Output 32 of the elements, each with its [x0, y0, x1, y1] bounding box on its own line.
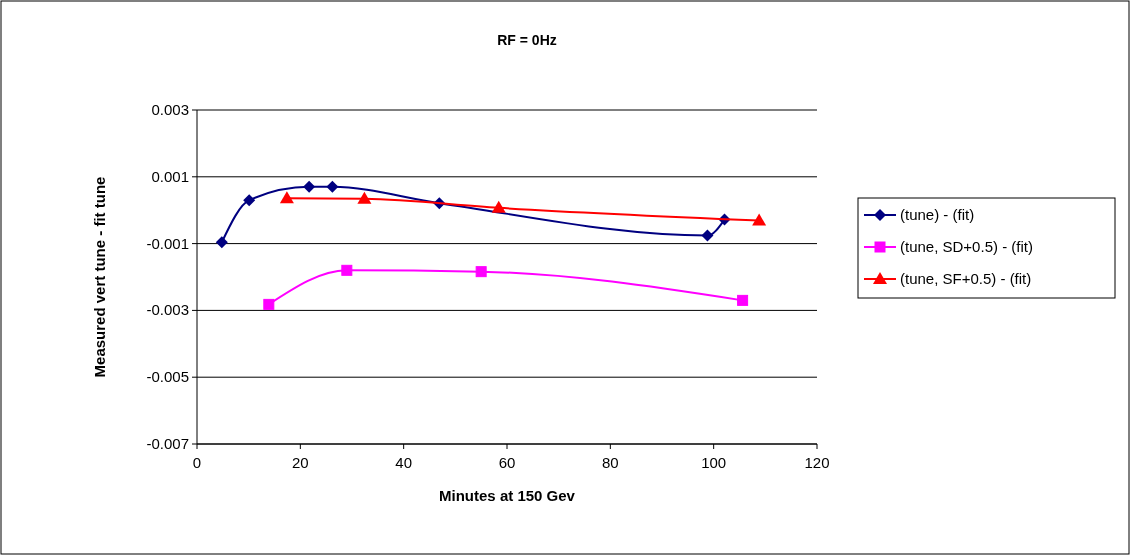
y-tick-label: -0.007	[146, 435, 189, 452]
x-tick-label: 40	[395, 454, 413, 471]
y-tick-label: 0.003	[151, 101, 189, 118]
y-axis-title: Measured vert tune - fit tune	[91, 176, 108, 378]
y-tick-label: -0.003	[146, 301, 189, 319]
x-axis-title: Minutes at 150 Gev	[439, 487, 576, 504]
y-tick-label: -0.005	[146, 368, 189, 386]
x-tick-label: 0	[192, 454, 202, 471]
point	[475, 266, 487, 278]
point	[243, 194, 256, 207]
legend-label: (tune, SF+0.5) - (fit)	[900, 270, 1032, 287]
point	[737, 294, 749, 306]
point	[701, 229, 714, 242]
x-tick-label: 20	[291, 454, 309, 471]
point	[341, 264, 353, 276]
x-tick-label: 60	[498, 454, 516, 471]
x-tick-label: 80	[601, 454, 619, 471]
point	[215, 236, 228, 249]
x-tick-label: 120	[804, 454, 830, 471]
chart-title: RF = 0Hz	[497, 32, 557, 48]
point	[326, 180, 339, 193]
y-tick-label: -0.001	[146, 234, 189, 252]
y-tick-label: 0.001	[151, 167, 189, 185]
point	[357, 191, 372, 204]
point	[752, 213, 767, 226]
point	[303, 180, 316, 193]
point	[491, 200, 506, 213]
legend-label: (tune, SD+0.5) - (fit)	[900, 238, 1033, 255]
legend-label: (tune) - (fit)	[900, 206, 975, 223]
x-tick-label: 100	[701, 454, 727, 471]
point	[263, 298, 275, 310]
point	[279, 191, 294, 204]
